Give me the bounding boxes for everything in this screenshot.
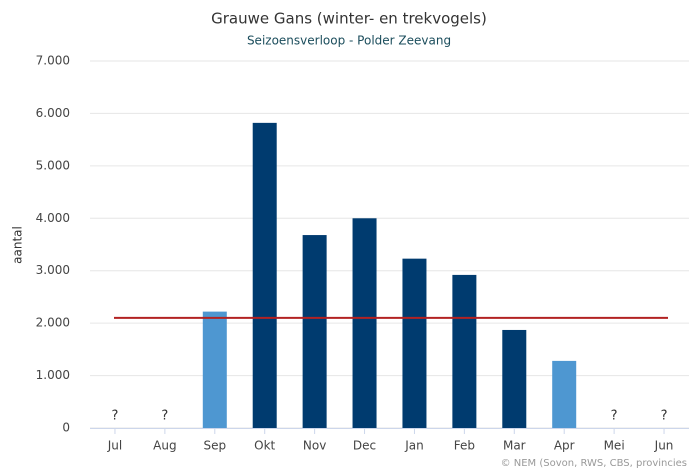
x-tick-label: Feb <box>454 439 475 453</box>
bar <box>552 360 577 428</box>
y-tick-label: 2.000 <box>36 316 70 330</box>
x-tick-label: Apr <box>554 439 575 453</box>
x-tick-label: Aug <box>153 439 176 453</box>
x-tick-label: Jan <box>404 439 424 453</box>
credit: © NEM (Sovon, RWS, CBS, provincies <box>501 458 687 469</box>
y-tick-label: 1.000 <box>36 368 70 382</box>
bar <box>252 122 277 428</box>
chart-title: Grauwe Gans (winter- en trekvogels) <box>211 10 487 28</box>
bar <box>202 311 227 428</box>
x-tick-label: Nov <box>303 439 326 453</box>
x-tick-label: Mei <box>604 439 625 453</box>
x-tick-label: Jul <box>107 439 122 453</box>
value-label: ? <box>611 409 618 424</box>
y-tick-label: 4.000 <box>36 211 70 225</box>
bar <box>352 218 377 428</box>
chart-subtitle: Seizoensverloop - Polder Zeevang <box>247 34 451 48</box>
x-tick-label: Mar <box>503 439 526 453</box>
bar <box>402 258 427 428</box>
y-tick-label: 7.000 <box>36 54 70 68</box>
y-tick-label: 6.000 <box>36 106 70 120</box>
y-tick-label: 3.000 <box>36 263 70 277</box>
y-tick-label: 0 <box>62 421 70 435</box>
x-tick-label: Dec <box>353 439 376 453</box>
x-tick-label: Okt <box>254 439 275 453</box>
bar <box>302 235 327 428</box>
bar <box>502 329 527 428</box>
value-label: ? <box>661 409 668 424</box>
bar <box>452 274 477 428</box>
x-tick-label: Sep <box>203 439 226 453</box>
y-axis-label: aantal <box>11 226 25 264</box>
x-tick-label: Jun <box>654 439 674 453</box>
y-tick-label: 5.000 <box>36 158 70 172</box>
value-label: ? <box>161 409 168 424</box>
value-label: ? <box>112 409 119 424</box>
